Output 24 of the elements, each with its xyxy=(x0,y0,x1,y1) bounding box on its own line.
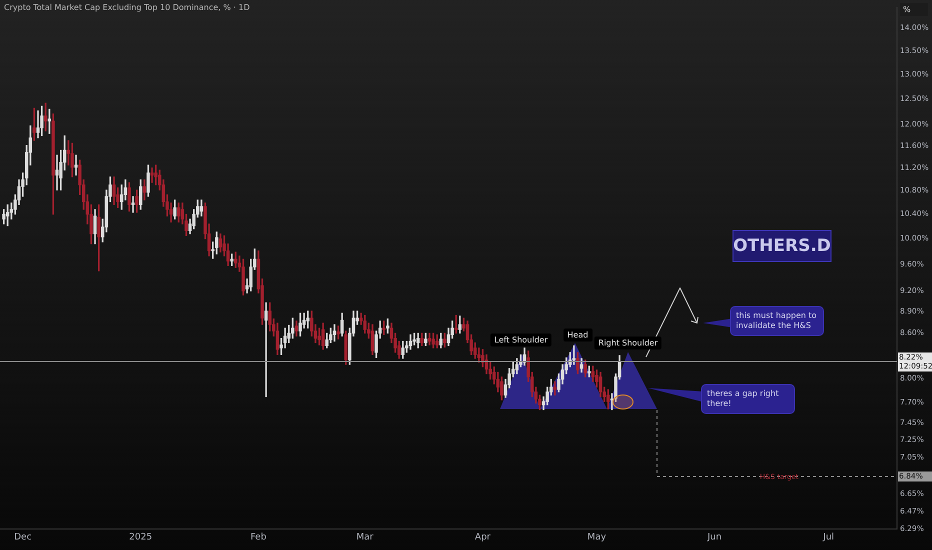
candlestick xyxy=(264,302,268,398)
x-tick-label: Jul xyxy=(822,532,834,543)
chart-title: Crypto Total Market Cap Excluding Top 10 Dominance, % · 1D xyxy=(4,3,250,12)
candlestick xyxy=(572,345,576,365)
x-tick-label: 2025 xyxy=(129,532,152,543)
annotation: OTHERS.D xyxy=(732,230,832,262)
x-tick-label: Mar xyxy=(356,532,374,543)
candlestick xyxy=(36,110,40,138)
candlestick xyxy=(74,154,78,176)
candlestick xyxy=(150,168,154,183)
y-axis-title: % xyxy=(900,3,928,16)
annotation: Left Shoulder xyxy=(490,334,552,346)
x-tick-label: Feb xyxy=(250,532,267,543)
x-tick-label: May xyxy=(587,532,607,543)
candlestick xyxy=(553,381,557,396)
annotation: theres a gap right there! xyxy=(701,384,795,414)
candlestick xyxy=(131,196,135,213)
x-tick-label: Jun xyxy=(706,532,722,543)
annotation: this must happen to invalidate the H&S xyxy=(730,306,824,336)
annotation: Right Shoulder xyxy=(594,336,662,350)
candlestick xyxy=(332,324,336,342)
x-tick-label: Dec xyxy=(14,532,32,543)
annotation: Head xyxy=(563,328,592,342)
x-tick-label: Apr xyxy=(474,532,491,543)
